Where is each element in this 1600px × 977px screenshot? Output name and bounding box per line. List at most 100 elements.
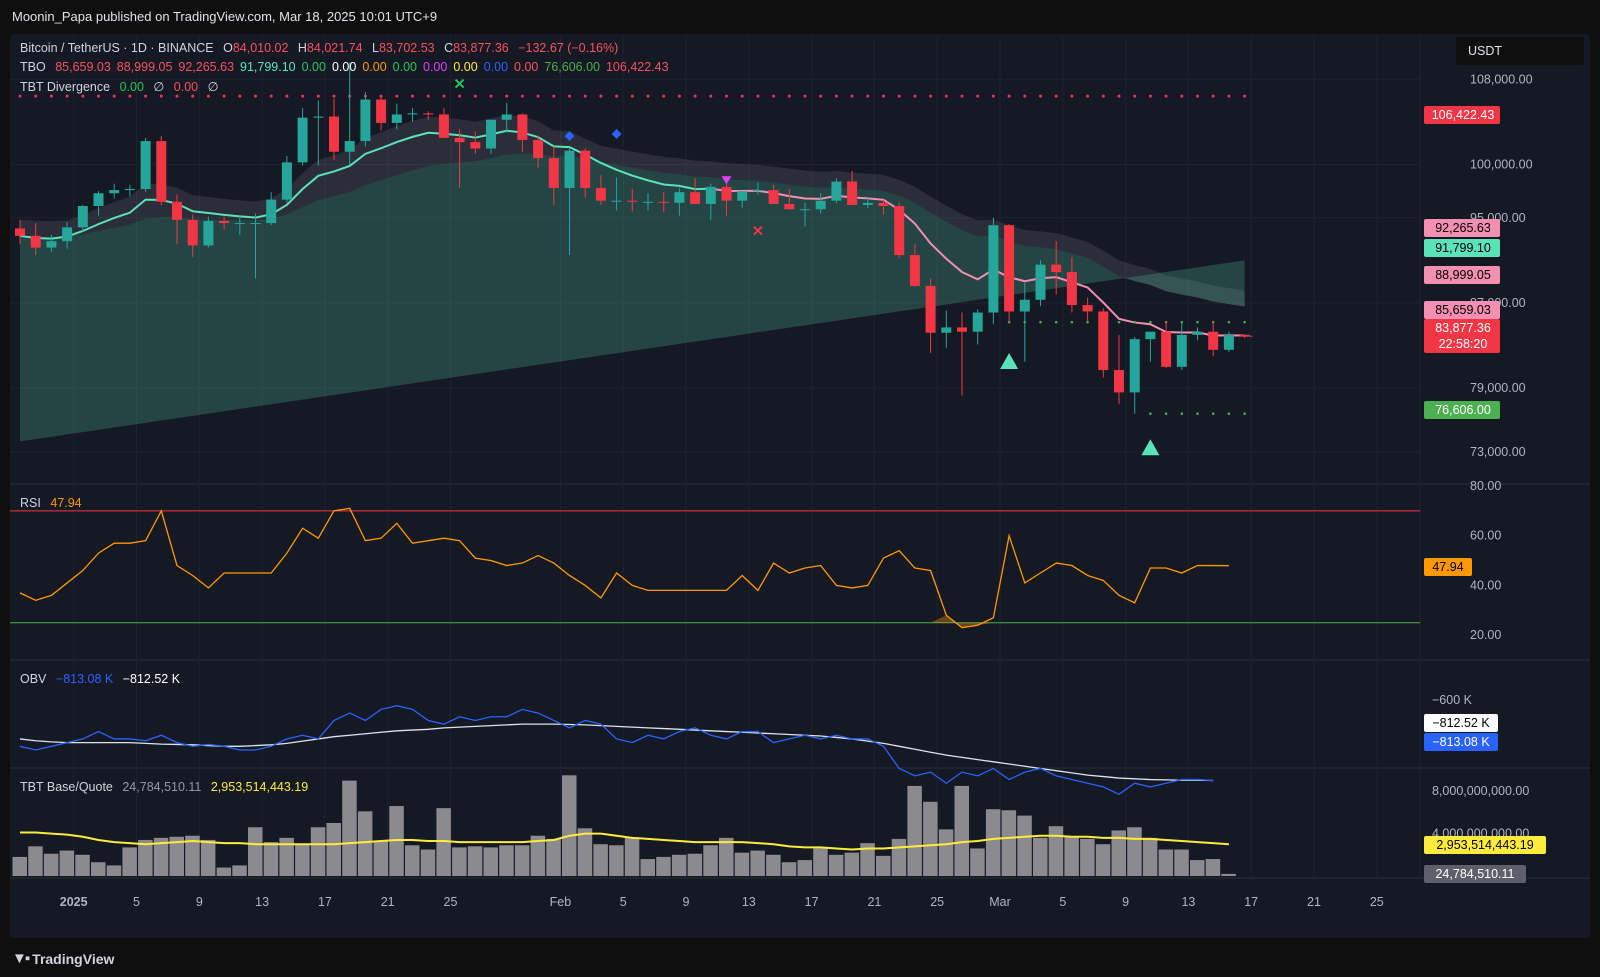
candle-body-9 [156, 141, 167, 202]
price-label-6: 22:58:20 [1439, 337, 1488, 351]
tbo-value-10: 0.00 [483, 60, 509, 74]
candle-body-0 [15, 228, 25, 236]
volume-bar-24 [389, 806, 404, 876]
volume-quote-value: 2,953,514,443.19 [210, 780, 309, 794]
divergence-bear-symbol: ∅ [207, 80, 219, 94]
chart-frame[interactable] [10, 34, 1590, 938]
symbol-name[interactable]: Bitcoin / TetherUS · 1D · BINANCE [20, 41, 214, 55]
candle-body-53 [847, 181, 858, 205]
symbol-legend: Bitcoin / TetherUS · 1D · BINANCE O84,01… [20, 41, 624, 55]
candle-body-2 [46, 241, 57, 248]
resistance-dot-78 [1243, 94, 1247, 98]
volume-bar-67 [1064, 836, 1079, 876]
volume-legend[interactable]: TBT Base/Quote 24,784,510.11 2,953,514,4… [20, 780, 314, 794]
candle-body-20 [329, 116, 339, 152]
volume-bar-45 [719, 837, 734, 876]
candle-body-21 [344, 141, 355, 152]
tbo-value-6: 0.00 [362, 60, 387, 74]
tradingview-logo[interactable]: ▼▪ TradingView [12, 950, 114, 967]
obv-tick-0: −600 K [1432, 693, 1473, 707]
cross-icon-red [753, 225, 763, 236]
volume-bar-59 [938, 829, 954, 876]
candle-body-17 [281, 162, 292, 200]
currency-selector[interactable]: USDT [1456, 37, 1584, 65]
resistance-dot-10 [175, 94, 179, 98]
candle-body-41 [658, 201, 669, 203]
candle-body-64 [1019, 299, 1030, 312]
volume-bar-68 [1080, 838, 1095, 876]
x-tick-16: 9 [1122, 895, 1129, 909]
divergence-bear-value: 0.00 [173, 80, 199, 94]
resistance-dot-7 [128, 94, 132, 98]
volume-ma-label-bg [1424, 836, 1546, 854]
volume-bar-56 [891, 838, 907, 876]
volume-bar-58 [923, 801, 938, 876]
rsi-price-label: 47.94 [1432, 560, 1463, 574]
high-value: 84,021.74 [306, 41, 363, 55]
resistance-dot-48 [772, 94, 776, 98]
candle-body-73 [1161, 331, 1172, 367]
obv-legend[interactable]: OBV −813.08 K −812.52 K [20, 672, 186, 686]
price-tick-5: 73,000.00 [1470, 445, 1526, 459]
resistance-dot-28 [458, 94, 462, 98]
candle-body-29 [470, 142, 481, 149]
x-tick-5: 21 [381, 895, 395, 909]
price-label-2: 91,799.10 [1435, 241, 1491, 255]
divergence-bull-symbol: ∅ [153, 80, 165, 94]
candle-body-69 [1098, 311, 1109, 371]
resistance-dot-66 [1054, 94, 1058, 98]
rsi-tick-3: 20.00 [1470, 628, 1501, 642]
candle-body-77 [1223, 334, 1234, 350]
obv-price-label: −813.08 K [1432, 735, 1490, 749]
rsi-tick-2: 40.00 [1470, 578, 1501, 592]
support-dot-b-77 [1227, 412, 1231, 415]
price-label-bg-0 [1424, 106, 1500, 124]
x-tick-3: 13 [255, 895, 269, 909]
candle-body-40 [643, 201, 653, 203]
resistance-dot-4 [81, 94, 85, 98]
volume-bar-10 [169, 836, 184, 876]
candle-body-15 [250, 223, 261, 225]
diamond-icon-0 [564, 131, 575, 142]
volume-bar-29 [467, 846, 483, 876]
resistance-dot-60 [960, 94, 964, 98]
tbo-legend[interactable]: TBO 85,659.03 88,999.05 92,265.63 91,799.10… [20, 60, 675, 74]
volume-ma-price-label: 2,953,514,443.19 [1436, 838, 1533, 852]
volume-bar-41 [656, 856, 671, 876]
volume-bar-51 [813, 848, 828, 876]
resistance-dot-76 [1211, 94, 1215, 98]
rsi-legend[interactable]: RSI 47.94 [20, 496, 88, 510]
x-tick-10: 13 [742, 895, 756, 909]
resistance-dot-14 [238, 94, 242, 98]
volume-bar-69 [1095, 844, 1111, 876]
resistance-dot-54 [866, 94, 870, 98]
price-tick-4: 79,000.00 [1470, 381, 1526, 395]
price-tick-1: 100,000.00 [1470, 158, 1533, 172]
resistance-dot-73 [1164, 94, 1168, 98]
candle-body-42 [674, 192, 685, 203]
candle-body-35 [564, 150, 575, 188]
candle-body-74 [1176, 334, 1187, 367]
volume-bar-76 [1205, 859, 1221, 876]
volume-bar-12 [200, 839, 216, 876]
volume-bar-70 [1111, 830, 1126, 876]
candle-body-22 [360, 99, 371, 142]
candle-body-54 [862, 202, 873, 205]
support-dot-a-78 [1243, 320, 1246, 324]
resistance-dot-71 [1133, 94, 1137, 98]
volume-bar-42 [671, 854, 687, 876]
resistance-dot-39 [630, 94, 634, 98]
resistance-dot-15 [254, 94, 257, 98]
volume-bar-63 [1001, 810, 1017, 876]
x-tick-2: 9 [196, 895, 203, 909]
volume-bar-4 [75, 854, 90, 876]
tbt-divergence-legend[interactable]: TBT Divergence 0.00 ∅ 0.00 ∅ [20, 79, 225, 94]
tbo-value-2: 92,265.63 [178, 60, 235, 74]
candle-body-25 [407, 113, 418, 115]
resistance-dot-64 [1023, 94, 1027, 98]
resistance-dot-5 [97, 94, 100, 98]
resistance-dot-3 [65, 94, 69, 98]
candle-body-19 [313, 116, 324, 118]
candle-body-10 [172, 201, 182, 220]
